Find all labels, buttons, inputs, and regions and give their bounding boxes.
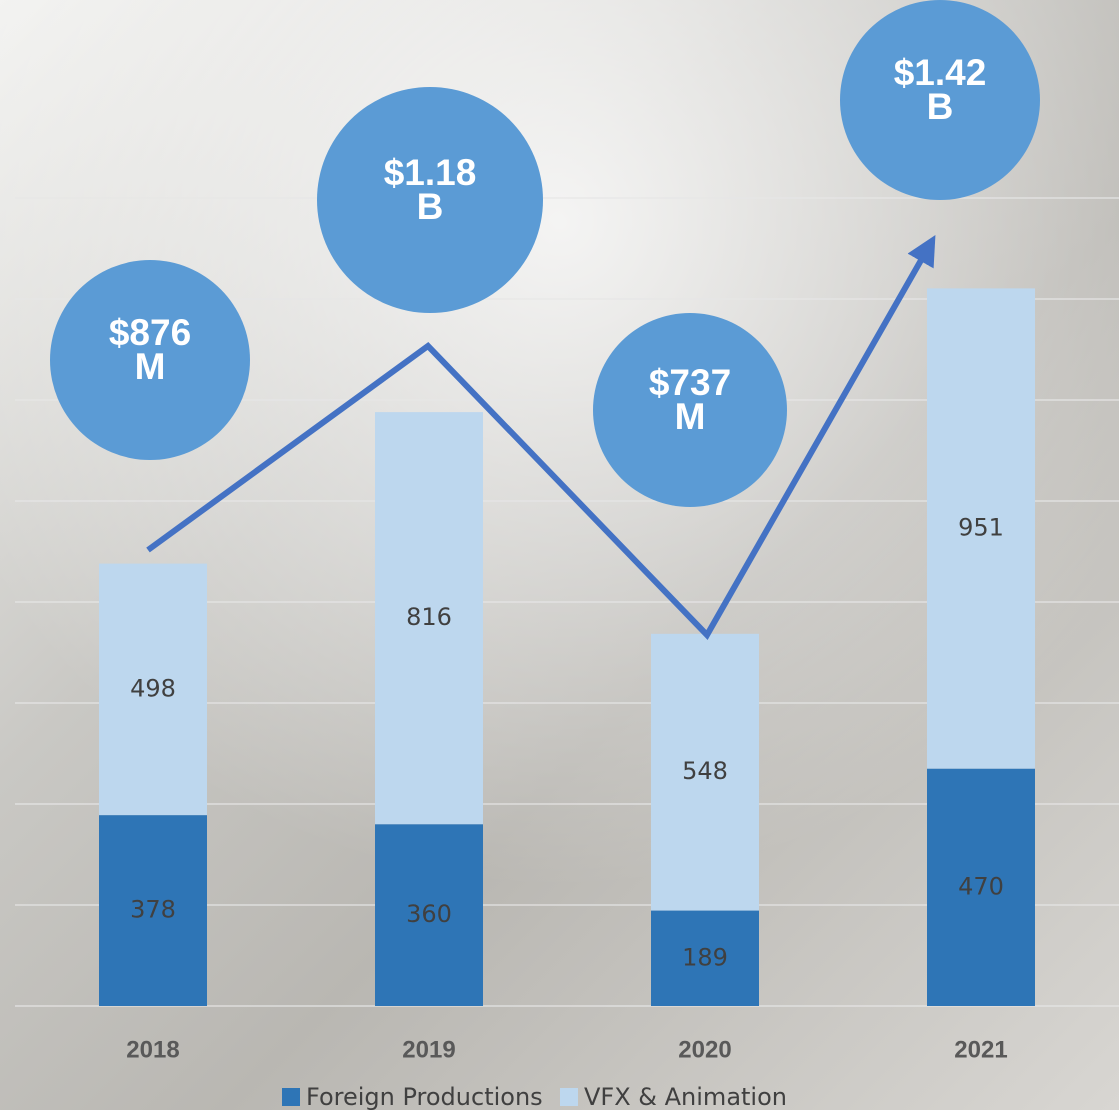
legend-swatch — [560, 1088, 578, 1106]
bar-segment — [927, 288, 1035, 769]
total-label: M — [675, 396, 706, 437]
bar-segment — [651, 910, 759, 1006]
x-tick-label: 2020 — [678, 1036, 731, 1063]
data-label: 378 — [130, 896, 176, 924]
trend-line — [146, 234, 936, 640]
total-label: B — [927, 86, 954, 127]
x-tick-label: 2018 — [126, 1036, 179, 1063]
x-tick-label: 2019 — [402, 1036, 455, 1063]
data-label: 816 — [406, 603, 452, 631]
total-bubble — [50, 260, 250, 460]
data-label: 498 — [130, 674, 176, 702]
x-tick-label: 2021 — [954, 1036, 1007, 1063]
legend-label: VFX & Animation — [584, 1083, 787, 1110]
bar-segment — [99, 815, 207, 1006]
total-bubble — [593, 313, 787, 507]
data-label: 189 — [682, 943, 728, 971]
data-label: 951 — [958, 514, 1004, 542]
total-label: $737 — [649, 362, 731, 403]
data-label: 470 — [958, 872, 1004, 900]
legend-label: Foreign Productions — [306, 1083, 543, 1110]
total-label: M — [135, 346, 166, 387]
data-label: 548 — [682, 757, 728, 785]
bar-segment — [99, 563, 207, 816]
bar-segment — [927, 768, 1035, 1006]
total-label: $1.18 — [384, 152, 477, 193]
total-bubble — [840, 0, 1040, 200]
total-label: $1.42 — [894, 52, 987, 93]
total-bubble — [317, 87, 543, 313]
total-label: $876 — [109, 312, 191, 353]
bar-segment — [651, 633, 759, 911]
bar-segment — [375, 412, 483, 825]
legend-swatch — [282, 1088, 300, 1106]
data-label: 360 — [406, 900, 452, 928]
total-label: B — [417, 186, 444, 227]
bar-segment — [375, 824, 483, 1006]
